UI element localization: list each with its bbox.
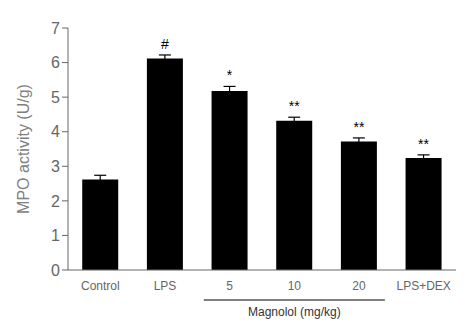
svg-text:4: 4 bbox=[51, 123, 60, 140]
svg-text:Control: Control bbox=[81, 279, 120, 293]
svg-text:**: ** bbox=[289, 98, 300, 114]
svg-text:1: 1 bbox=[51, 227, 60, 244]
svg-text:#: # bbox=[161, 36, 169, 52]
svg-text:5: 5 bbox=[226, 279, 233, 293]
svg-text:10: 10 bbox=[288, 279, 302, 293]
svg-text:6: 6 bbox=[51, 54, 60, 71]
svg-text:LPS+DEX: LPS+DEX bbox=[396, 279, 450, 293]
svg-text:*: * bbox=[227, 67, 233, 83]
svg-text:5: 5 bbox=[51, 89, 60, 106]
svg-text:20: 20 bbox=[352, 279, 366, 293]
svg-text:7: 7 bbox=[51, 20, 60, 37]
svg-text:MPO activity (U/g): MPO activity (U/g) bbox=[15, 84, 32, 214]
svg-text:LPS: LPS bbox=[154, 279, 177, 293]
svg-text:3: 3 bbox=[51, 158, 60, 175]
svg-text:0: 0 bbox=[51, 262, 60, 279]
svg-text:2: 2 bbox=[51, 193, 60, 210]
svg-text:**: ** bbox=[418, 136, 429, 152]
svg-text:Magnolol (mg/kg): Magnolol (mg/kg) bbox=[248, 305, 341, 319]
svg-text:**: ** bbox=[353, 119, 364, 135]
